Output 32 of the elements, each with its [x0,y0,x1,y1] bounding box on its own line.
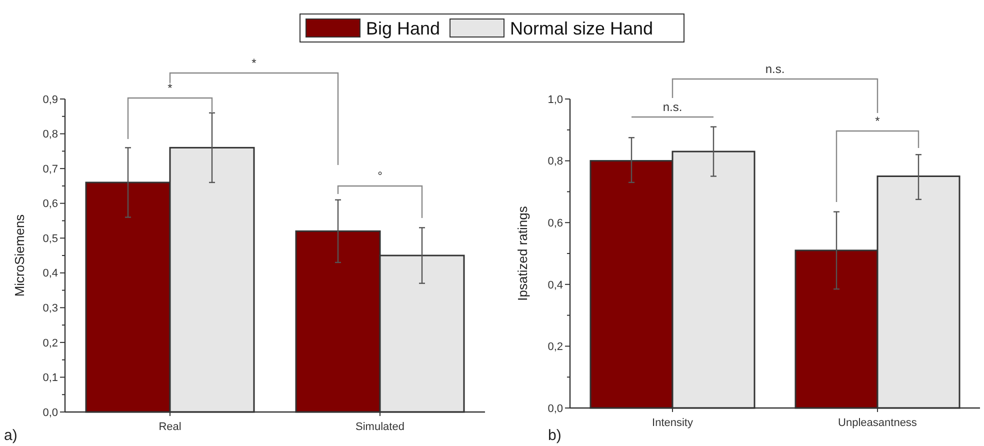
text: a) [4,427,18,444]
x-tick-label: Simulated [356,421,404,433]
y-tick-label: 0,0 [42,406,58,419]
y-tick-label: 0,7 [42,163,58,176]
x-tick-label: Intensity [652,417,694,429]
annotation: n.s. [662,100,682,114]
y-tick-label: 0,4 [42,268,58,280]
y-axis-title: MicroSiemens [12,214,27,297]
y-tick-label: 0,4 [548,279,563,292]
annotation: * [875,114,880,128]
y-tick-label: 0,6 [548,217,563,230]
x-tick-label: Unpleasantness [838,417,918,429]
y-tick-label: 0,1 [42,372,58,384]
y-tick-label: 0,8 [42,128,58,141]
y-tick-label: 0,3 [42,302,58,315]
text: b) [548,427,562,444]
y-tick-label: 0,5 [42,232,58,245]
y-tick-label: 0,2 [548,341,563,354]
y-tick-label: 0,9 [42,94,58,106]
y-axis-title: Ipsatized ratings [515,206,530,301]
y-tick-label: 0,0 [548,402,563,415]
y-tick-label: 1,0 [548,94,563,106]
y-tick-label: 0,8 [548,156,563,168]
legend-label: Normal size Hand [510,18,654,38]
legend-label: Big Hand [366,18,440,38]
text: n.s. [765,62,785,76]
x-tick-label: Real [158,421,182,433]
text: * [168,81,173,95]
y-tick-label: 0,6 [42,198,58,210]
annotation: ° [378,169,383,183]
text: * [252,56,257,70]
y-tick-label: 0,2 [42,337,58,350]
